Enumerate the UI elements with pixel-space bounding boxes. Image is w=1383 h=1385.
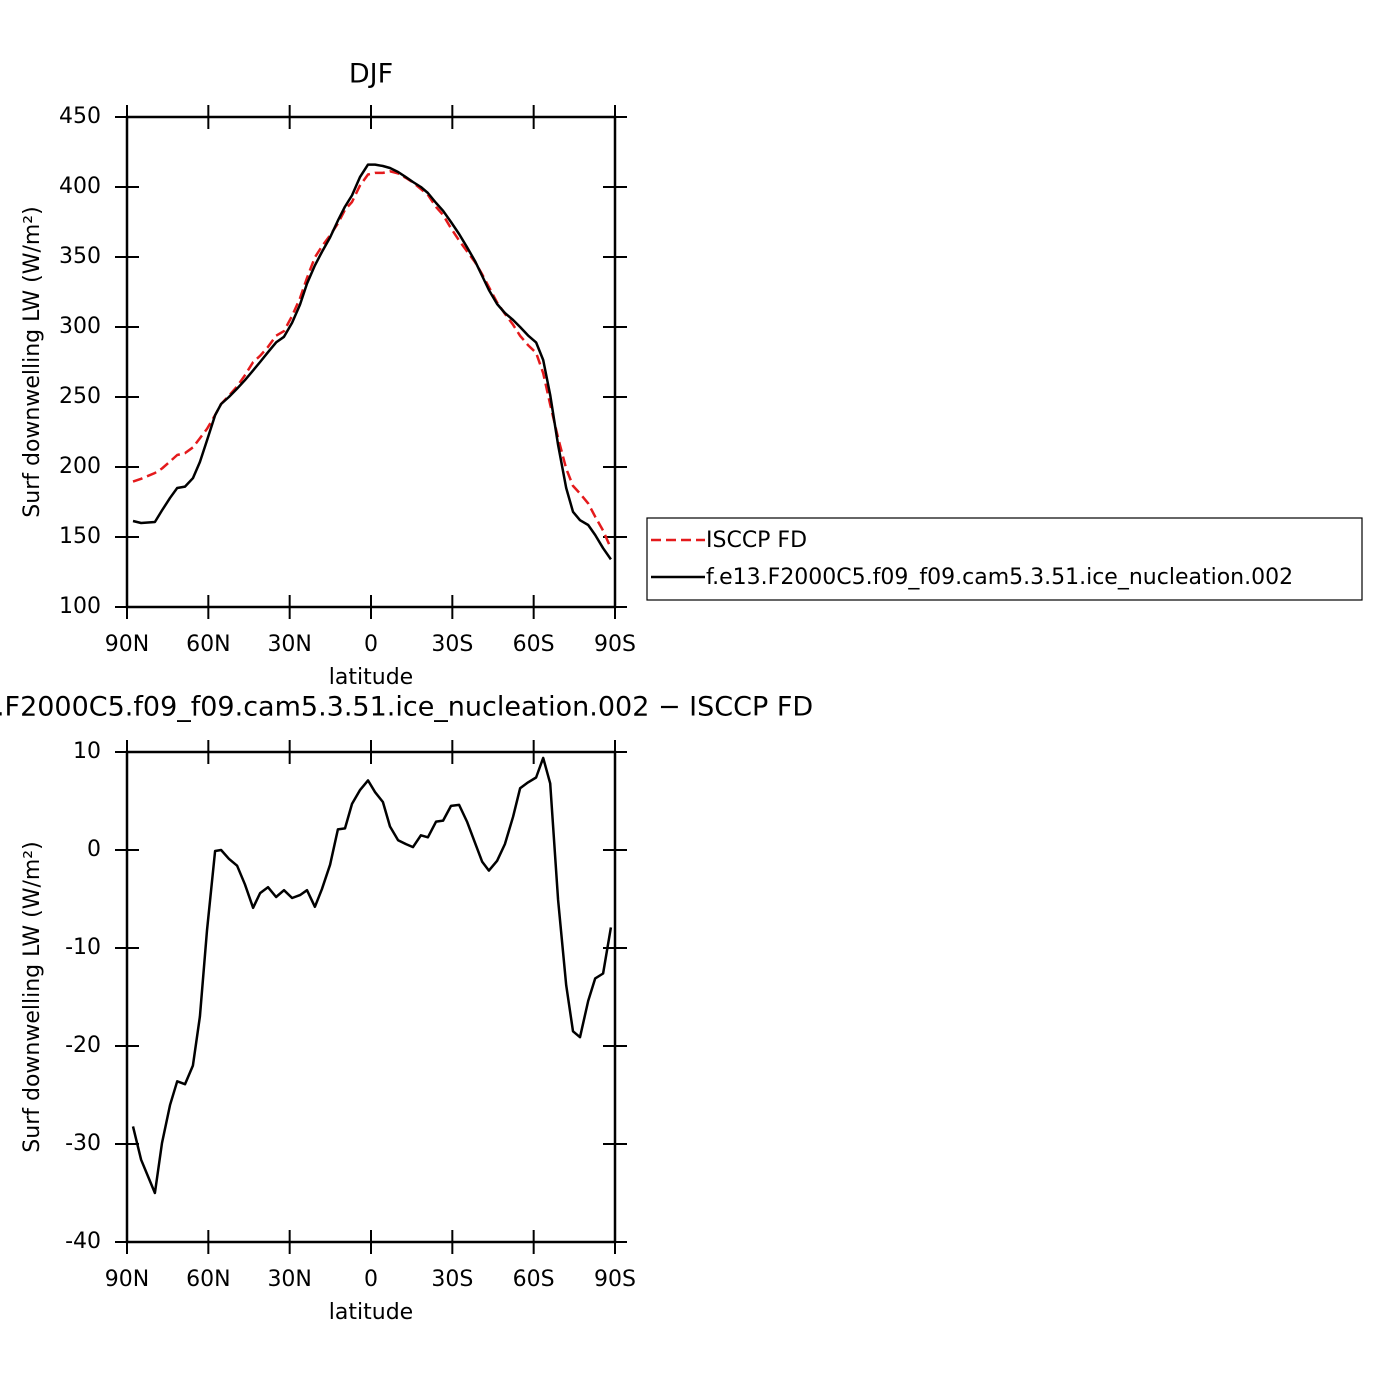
y-tick-label: 250 xyxy=(59,384,101,409)
x-tick-label: 0 xyxy=(364,1267,378,1292)
y-tick-label: 450 xyxy=(59,104,101,129)
y-tick-label: -40 xyxy=(65,1229,101,1254)
x-tick-label: 30S xyxy=(431,632,473,657)
x-tick-label: 30N xyxy=(267,632,311,657)
y-tick-label: -30 xyxy=(65,1131,101,1156)
x-tick-label: 90S xyxy=(594,1267,636,1292)
plot-frame xyxy=(125,750,617,1244)
x-tick-label: 30N xyxy=(267,1267,311,1292)
data-line xyxy=(132,163,612,561)
x-tick-label: 60N xyxy=(186,1267,230,1292)
legend-label: ISCCP FD xyxy=(706,528,807,553)
y-tick-label: 300 xyxy=(59,314,101,339)
x-tick-label: 30S xyxy=(431,1267,473,1292)
y-tick-label: 10 xyxy=(73,739,101,764)
y-tick-label: 200 xyxy=(59,454,101,479)
x-tick-label: 60S xyxy=(513,632,555,657)
chart-title: f.e13.F2000C5.f09_f09.cam5.3.51.ice_nucl… xyxy=(0,692,813,723)
y-tick-label: 150 xyxy=(59,524,101,549)
chart-title: DJF xyxy=(349,59,393,90)
y-tick-label: 350 xyxy=(59,244,101,269)
x-tick-label: 90S xyxy=(594,632,636,657)
y-tick-label: 0 xyxy=(87,837,101,862)
y-axis-label: Surf downwelling LW (W/m²) xyxy=(20,841,45,1152)
x-tick-label: 90N xyxy=(105,1267,149,1292)
legend-label: f.e13.F2000C5.f09_f09.cam5.3.51.ice_nucl… xyxy=(706,565,1293,590)
y-tick-label: 100 xyxy=(59,594,101,619)
legend-box xyxy=(646,517,1363,601)
y-tick-label: -10 xyxy=(65,935,101,960)
data-line xyxy=(132,170,613,549)
plot-frame xyxy=(125,115,617,609)
x-axis-label: latitude xyxy=(329,1300,413,1325)
data-line xyxy=(131,756,613,1195)
y-axis-label: Surf downwelling LW (W/m²) xyxy=(20,206,45,517)
x-tick-label: 60S xyxy=(513,1267,555,1292)
x-axis-label: latitude xyxy=(329,665,413,690)
x-tick-label: 0 xyxy=(364,632,378,657)
y-tick-label: -20 xyxy=(65,1033,101,1058)
y-tick-label: 400 xyxy=(59,174,101,199)
x-tick-label: 90N xyxy=(105,632,149,657)
x-tick-label: 60N xyxy=(186,632,230,657)
